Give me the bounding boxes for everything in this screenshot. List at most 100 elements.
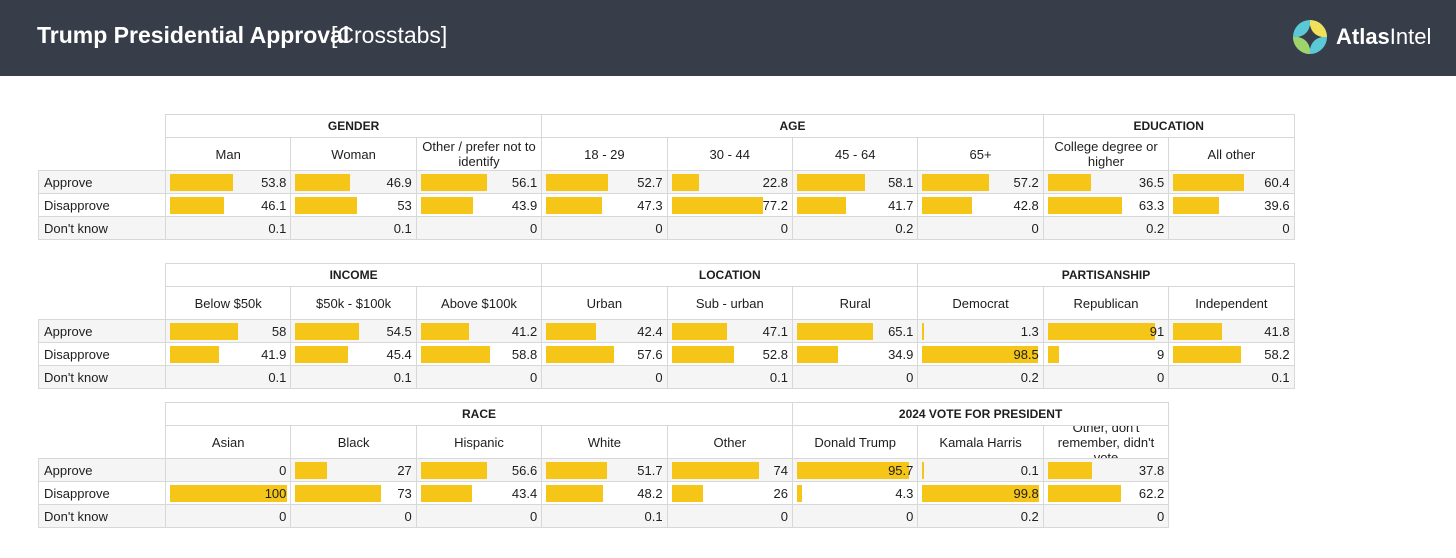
data-cell: 0.2 xyxy=(917,365,1044,389)
data-cell: 47.1 xyxy=(666,319,793,343)
column-header: Republican xyxy=(1042,286,1170,320)
cell-value: 57.6 xyxy=(637,347,663,362)
cell-value: 0 xyxy=(529,221,538,236)
cell-value: 0 xyxy=(279,509,287,524)
data-cell: 0.2 xyxy=(917,504,1044,528)
value-bar xyxy=(671,462,759,479)
data-cell: 52.7 xyxy=(541,170,668,194)
cell-value: 34.9 xyxy=(888,347,914,362)
value-bar xyxy=(420,485,472,502)
value-bar xyxy=(420,174,487,191)
value-bar xyxy=(295,323,360,340)
cell-value: 52.7 xyxy=(637,175,663,190)
cell-value: 57.2 xyxy=(1013,175,1039,190)
cell-value: 63.3 xyxy=(1138,198,1165,213)
brand-name: AtlasIntel xyxy=(1336,24,1432,49)
data-cell: 0.1 xyxy=(165,365,292,389)
data-cell: 0 xyxy=(541,365,668,389)
data-cell: 0 xyxy=(917,216,1044,240)
column-header: Asian xyxy=(165,425,292,459)
value-bar xyxy=(1047,197,1122,214)
data-cell: 34.9 xyxy=(792,342,919,366)
value-bar xyxy=(922,174,990,191)
cell-value: 0 xyxy=(655,370,663,385)
value-bar xyxy=(295,346,349,363)
data-cell: 74 xyxy=(666,458,793,482)
data-cell: 53.8 xyxy=(165,170,292,194)
data-cell: 9 xyxy=(1042,342,1170,366)
cell-value: 0 xyxy=(529,509,538,524)
data-cell: 39.6 xyxy=(1168,193,1295,217)
cell-value: 0.1 xyxy=(769,370,788,385)
data-cell: 4.3 xyxy=(792,481,919,505)
data-cell: 42.4 xyxy=(541,319,668,343)
cell-value: 100 xyxy=(264,486,287,501)
data-cell: 27 xyxy=(290,458,417,482)
value-bar xyxy=(797,197,846,214)
group-header: RACE xyxy=(165,402,793,426)
value-bar xyxy=(546,197,603,214)
group-header: GENDER xyxy=(165,114,543,138)
column-header: Above $100k xyxy=(415,286,543,320)
data-cell: 58.8 xyxy=(415,342,543,366)
value-bar xyxy=(295,485,382,502)
cell-value: 0 xyxy=(1031,221,1039,236)
cell-value: 41.7 xyxy=(888,198,914,213)
value-bar xyxy=(420,346,490,363)
data-cell: 0 xyxy=(1168,216,1295,240)
cell-value: 52.8 xyxy=(762,347,788,362)
data-cell: 0 xyxy=(415,504,543,528)
cell-value: 41.2 xyxy=(511,324,538,339)
cell-value: 0 xyxy=(279,463,287,478)
data-cell: 48.2 xyxy=(541,481,668,505)
value-bar xyxy=(671,485,703,502)
cell-value: 39.6 xyxy=(1264,198,1290,213)
data-cell: 62.2 xyxy=(1042,481,1170,505)
value-bar xyxy=(671,323,727,340)
value-bar xyxy=(922,346,1039,363)
data-cell: 54.5 xyxy=(290,319,417,343)
data-cell: 0.1 xyxy=(541,504,668,528)
data-cell: 41.8 xyxy=(1168,319,1295,343)
value-bar xyxy=(546,346,615,363)
row-label: Don't know xyxy=(38,216,166,240)
cell-value: 48.2 xyxy=(637,486,663,501)
cell-value: 60.4 xyxy=(1264,175,1290,190)
cell-value: 0 xyxy=(1282,221,1290,236)
data-cell: 1.3 xyxy=(917,319,1044,343)
column-header: Other, don't remember, didn't vote xyxy=(1042,425,1170,459)
cell-value: 0.1 xyxy=(644,509,663,524)
cell-value: 26 xyxy=(773,486,788,501)
cell-value: 0.2 xyxy=(1020,509,1039,524)
data-cell: 0 xyxy=(165,504,292,528)
cell-value: 98.5 xyxy=(1013,347,1039,362)
cell-value: 43.4 xyxy=(511,486,538,501)
column-header: Below $50k xyxy=(165,286,292,320)
data-cell: 0.1 xyxy=(1168,365,1295,389)
column-header: Woman xyxy=(290,137,417,171)
value-bar xyxy=(546,174,609,191)
page-title: Trump Presidential Approval xyxy=(37,22,350,48)
header-bar: Trump Presidential Approval [Crosstabs] … xyxy=(0,0,1456,76)
cell-value: 99.8 xyxy=(1013,486,1039,501)
data-cell: 52.8 xyxy=(666,342,793,366)
value-bar xyxy=(797,485,802,502)
cell-value: 41.8 xyxy=(1264,324,1290,339)
cell-value: 0.2 xyxy=(1146,221,1165,236)
value-bar xyxy=(797,462,909,479)
column-header: Man xyxy=(165,137,292,171)
cell-value: 53 xyxy=(397,198,412,213)
data-cell: 53 xyxy=(290,193,417,217)
data-cell: 0.1 xyxy=(917,458,1044,482)
cell-value: 58.1 xyxy=(888,175,914,190)
value-bar xyxy=(1173,323,1223,340)
cell-value: 51.7 xyxy=(637,463,663,478)
cell-value: 58.2 xyxy=(1264,347,1290,362)
column-header: Hispanic xyxy=(415,425,543,459)
data-cell: 0.1 xyxy=(165,216,292,240)
column-header: All other xyxy=(1168,137,1295,171)
value-bar xyxy=(1173,346,1242,363)
value-bar xyxy=(797,323,873,340)
data-cell: 26 xyxy=(666,481,793,505)
value-bar xyxy=(170,197,224,214)
